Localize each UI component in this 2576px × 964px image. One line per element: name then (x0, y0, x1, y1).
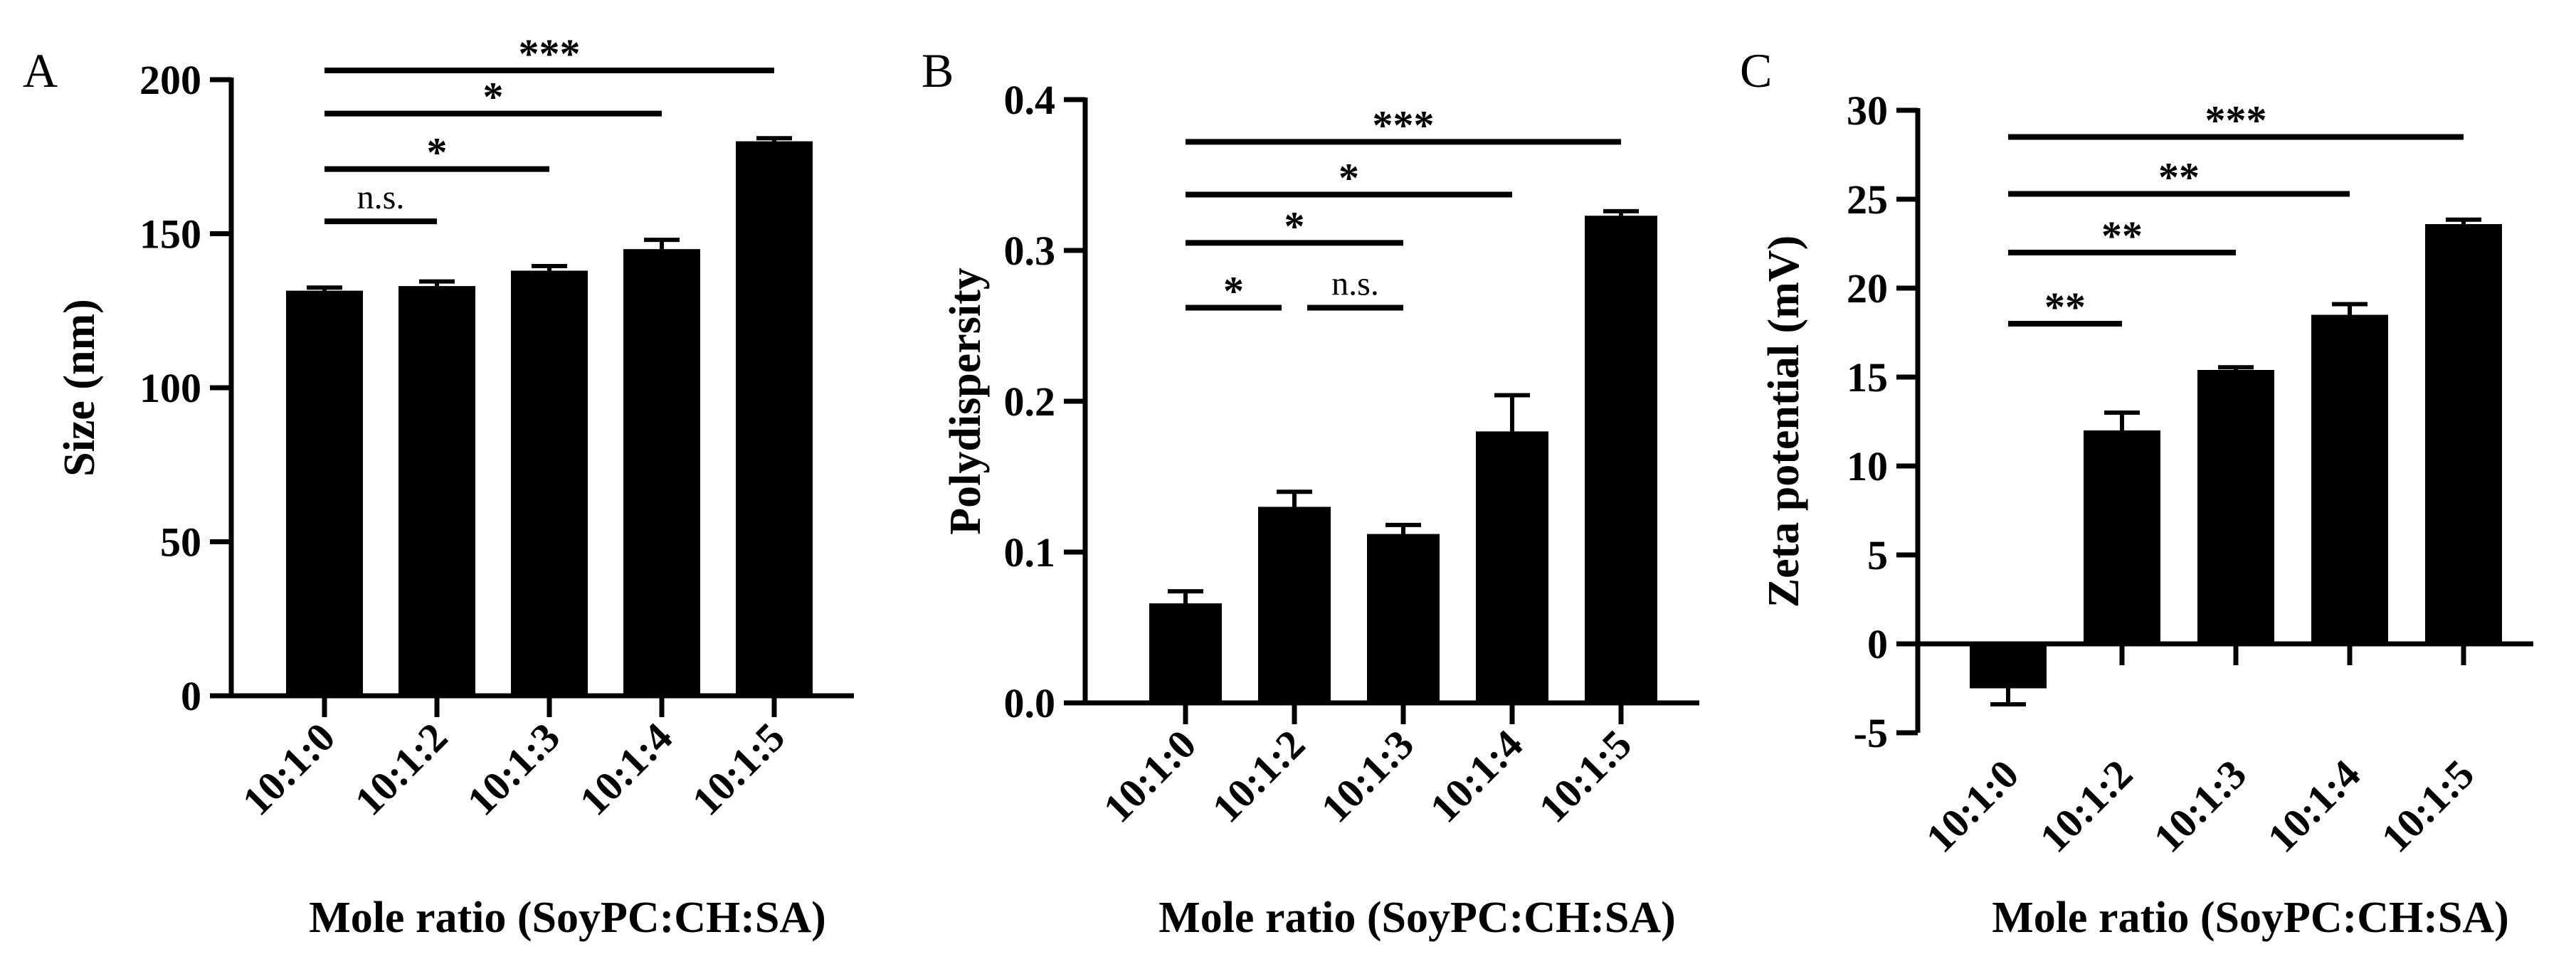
x-tick-label: 10:1:0 (233, 714, 344, 824)
y-axis-title: Polydispersity (941, 268, 990, 534)
y-tick-label: 10 (1847, 443, 1888, 489)
panel-letter: C (1740, 43, 1772, 97)
bar-10-1-3 (2197, 370, 2274, 644)
significance-label: * (1339, 155, 1359, 201)
bar-10-1-3 (511, 270, 588, 696)
y-axis-title: Size (nm) (56, 299, 104, 477)
x-tick-label: 10:1:4 (2259, 751, 2369, 861)
y-tick-label: 0.4 (1004, 77, 1056, 123)
y-tick-label: 0 (181, 673, 201, 719)
significance-label: ** (2044, 284, 2086, 330)
significance-label: n.s. (357, 179, 405, 216)
significance-label: ** (2101, 213, 2143, 259)
x-tick-label: 10:1:0 (1094, 721, 1205, 831)
x-axis-title: Mole ratio (SoyPC:CH:SA) (1158, 894, 1676, 942)
y-tick-label: -5 (1854, 710, 1888, 756)
panel-c: C -5 0 5 10 15 20 25 30 10:1:0 10:1:2 10:1:3 10:1:4 1… (1740, 43, 2533, 942)
y-tick-label: 20 (1847, 265, 1888, 312)
y-tick-label: 50 (160, 519, 201, 566)
y-tick-label: 200 (139, 57, 201, 103)
y-tick-label: 100 (139, 365, 201, 411)
x-tick-label: 10:1:5 (1530, 721, 1640, 831)
y-tick-label: 0 (1867, 621, 1888, 667)
y-tick-label: 0.0 (1004, 680, 1056, 726)
significance-label: *** (519, 31, 581, 77)
bar-10-1-5 (1585, 216, 1657, 703)
bar-10-1-0 (286, 290, 363, 696)
significance-label: *** (2205, 97, 2267, 144)
panel-b: B 0.0 0.1 0.2 0.3 0.4 10:1:010:1:210:1:310:1:4… (922, 43, 1699, 942)
significance-label: * (483, 74, 504, 120)
bar-10-1-4 (1476, 431, 1548, 703)
panel-letter: A (23, 43, 58, 97)
x-tick-label: 10:1:4 (571, 714, 681, 824)
x-axis-title: Mole ratio (SoyPC:CH:SA) (1992, 894, 2509, 942)
y-tick-label: 30 (1847, 88, 1888, 134)
y-tick-label: 5 (1867, 532, 1888, 578)
bar-10-1-4 (623, 249, 700, 696)
x-tick-label: 10:1:3 (1312, 721, 1422, 831)
bar-10-1-4 (2311, 314, 2388, 644)
x-tick-label: 10:1:3 (458, 714, 569, 824)
significance-label: * (427, 129, 448, 176)
significance-label: * (1284, 203, 1305, 249)
y-tick-label: 0.2 (1004, 378, 1056, 425)
x-axis-title: Mole ratio (SoyPC:CH:SA) (309, 894, 826, 942)
significance-label: * (1223, 268, 1244, 314)
y-tick-label: 25 (1847, 176, 1888, 223)
bar-10-1-2 (1258, 507, 1331, 703)
y-tick-label: 150 (139, 211, 201, 258)
significance-label: n.s. (1331, 265, 1379, 303)
y-tick-label: 0.3 (1004, 228, 1056, 274)
x-tick-label: 10:1:2 (1203, 721, 1314, 831)
bar-10-1-2 (2084, 430, 2160, 644)
y-axis-title: Zeta potential (mV) (1760, 235, 1808, 608)
significance-label: *** (1373, 102, 1435, 148)
x-tick-label: 10:1:3 (2145, 751, 2255, 861)
x-tick-label: 10:1:0 (1917, 751, 2027, 861)
significance-label: ** (2158, 154, 2200, 201)
x-tick-label: 10:1:5 (2372, 751, 2483, 861)
bar-10-1-5 (736, 141, 813, 696)
bar-10-1-3 (1367, 534, 1440, 703)
y-tick-label: 0.1 (1004, 529, 1056, 576)
x-tick-label: 10:1:2 (346, 714, 456, 824)
y-tick-label: 15 (1847, 354, 1888, 401)
x-tick-label: 10:1:5 (683, 714, 793, 824)
x-tick-label: 10:1:2 (2031, 751, 2141, 861)
x-tick-label: 10:1:4 (1421, 721, 1531, 831)
panel-letter: B (922, 43, 954, 97)
bar-10-1-0 (1149, 603, 1222, 703)
panel-a: A 0 50 100 150 200 10:1:0 10:1:2 10:1:3 10:1:4 10:… (23, 31, 854, 942)
bar-10-1-2 (398, 286, 475, 696)
bar-10-1-5 (2425, 224, 2502, 644)
